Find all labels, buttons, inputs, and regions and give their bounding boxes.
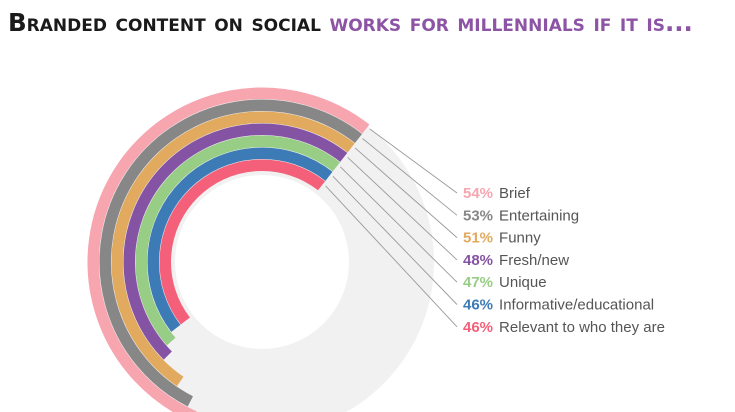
leader-line <box>325 185 458 328</box>
arc-funny <box>111 111 355 387</box>
leader-line <box>354 147 458 238</box>
title-part-main: Branded content on social <box>8 8 321 37</box>
arc-informative-educational <box>147 147 333 332</box>
leader-lines <box>325 128 458 328</box>
legend-label: Unique <box>499 274 547 291</box>
chart-title: Branded content on social works for mill… <box>8 8 732 37</box>
legend-item: 46% Informative/educational <box>463 297 654 314</box>
legend-value: 47% <box>463 274 493 291</box>
legend-value: 46% <box>463 297 493 314</box>
legend-label: Relevant to who they are <box>499 319 665 336</box>
legend-label: Informative/educational <box>499 297 654 314</box>
legend-label: Fresh/new <box>499 252 569 269</box>
leader-line <box>369 128 458 194</box>
arc-group <box>87 87 370 412</box>
legend-value: 54% <box>463 185 493 202</box>
arc-unique <box>135 135 340 346</box>
legend-item: 47% Unique <box>463 274 547 291</box>
arc-relevant-to-who-they-are <box>159 159 326 325</box>
arc-brief <box>87 87 370 412</box>
leader-line <box>347 157 458 261</box>
legend-item: 48% Fresh/new <box>463 252 569 269</box>
legend-item: 51% Funny <box>463 230 541 247</box>
legend-value: 51% <box>463 230 493 247</box>
arc-entertaining <box>99 99 363 407</box>
legend: 54% Brief 53% Entertaining 51% Funny 48% Fresh/… <box>463 185 665 336</box>
legend-label: Funny <box>499 230 541 247</box>
legend-item: 46% Relevant to who they are <box>463 319 665 336</box>
legend-label: Brief <box>499 185 531 202</box>
legend-label: Entertaining <box>499 207 579 224</box>
legend-value: 48% <box>463 252 493 269</box>
leader-line <box>332 175 458 305</box>
leader-line <box>362 138 458 216</box>
legend-item: 54% Brief <box>463 185 531 202</box>
title-part-accent: works for millennials if it is... <box>329 8 693 37</box>
legend-value: 46% <box>463 319 493 336</box>
legend-value: 53% <box>463 207 493 224</box>
leader-line <box>340 166 458 283</box>
arc-fresh-new <box>123 123 348 360</box>
legend-item: 53% Entertaining <box>463 207 579 224</box>
